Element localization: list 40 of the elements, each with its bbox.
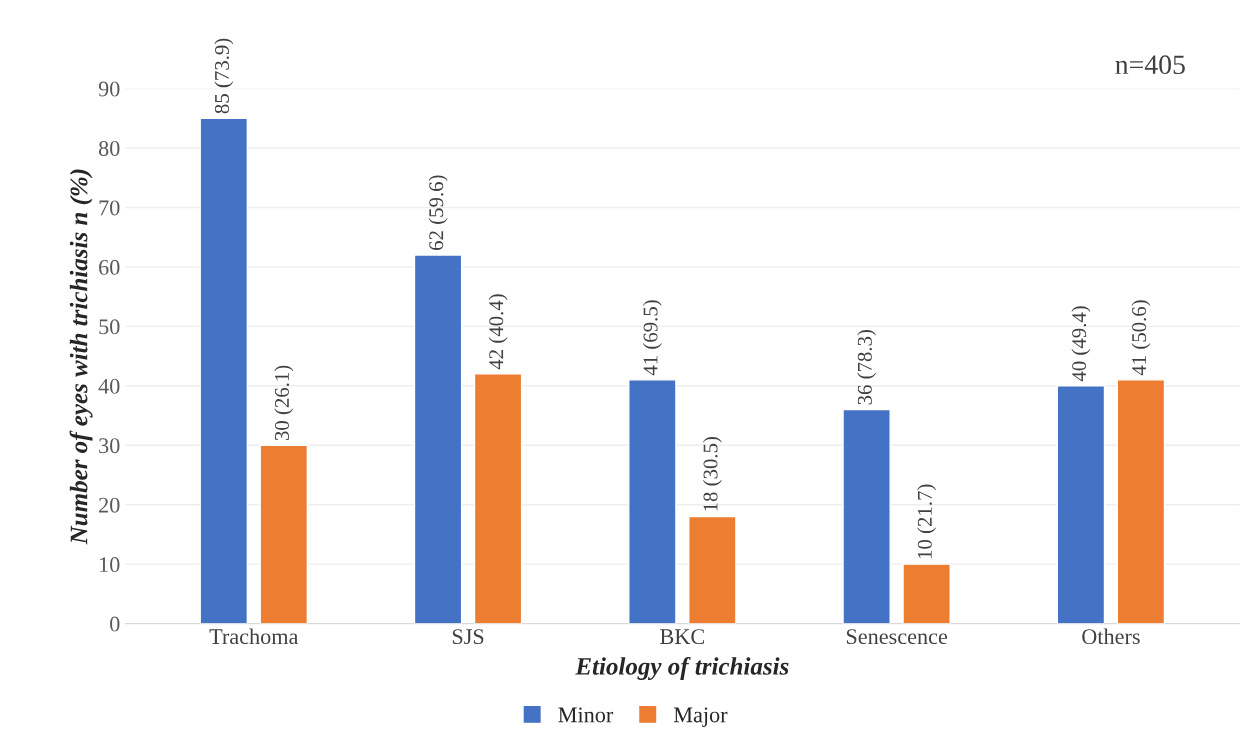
data-label: 85 (73.9)	[214, 38, 234, 114]
data-label: 40 (49.4)	[1071, 306, 1091, 382]
y-tick-label: 20	[99, 497, 120, 513]
bar	[1116, 379, 1166, 624]
bar	[688, 515, 737, 624]
data-label: 10 (21.7)	[917, 484, 937, 559]
bar	[842, 408, 891, 624]
data-label: 30 (26.1)	[274, 365, 294, 441]
bar	[473, 373, 523, 624]
x-tick-label: BKC	[660, 629, 704, 645]
x-tick-label: Others	[1082, 628, 1140, 645]
data-label: 18 (30.5)	[702, 436, 722, 511]
data-label: 36 (78.3)	[857, 329, 877, 405]
bar	[199, 117, 249, 624]
y-tick-label: 60	[99, 259, 120, 275]
bar	[902, 563, 951, 624]
data-label: 41 (69.5)	[642, 300, 662, 376]
legend-label: Minor	[558, 707, 614, 723]
data-label: 62 (59.6)	[428, 175, 448, 250]
legend-label: Major	[673, 707, 728, 727]
bar	[628, 379, 677, 624]
y-tick-label: 40	[98, 378, 120, 394]
bar	[413, 254, 463, 624]
y-tick-label: 30	[99, 438, 120, 454]
text: n=405	[1115, 55, 1185, 75]
bar	[259, 444, 309, 624]
y-tick-label: 80	[98, 140, 120, 156]
y-tick-label: 10	[100, 557, 120, 573]
y-tick-label: 50	[99, 319, 120, 335]
data-label: 42 (40.4)	[488, 294, 508, 370]
data-label: 41 (50.6)	[1131, 300, 1151, 376]
x-tick-label: SJS	[452, 629, 484, 645]
x-tick-label: Senescence	[846, 629, 948, 645]
y-tick-label: 90	[98, 81, 120, 97]
x-tick-label: Trachoma	[209, 628, 299, 645]
y-tick-label: 70	[99, 200, 120, 216]
y-tick-label: 0	[110, 616, 120, 632]
x-axis-title: Etiology of trichiasis	[575, 656, 789, 680]
y-axis-title: Number of eyes with trichiasis n (%)	[69, 169, 93, 545]
bar	[1056, 385, 1106, 624]
